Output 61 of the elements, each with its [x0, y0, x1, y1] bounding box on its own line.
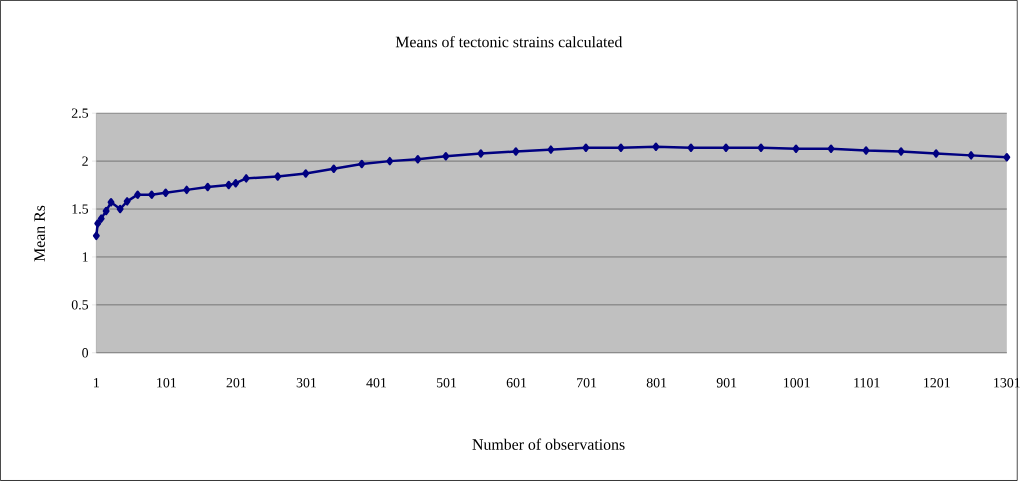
point: [932, 149, 940, 158]
x-tick-label: 601: [506, 378, 527, 388]
y-tick-label: 1.5: [72, 204, 89, 214]
point: [757, 143, 765, 152]
x-tick-label: 101: [157, 378, 176, 388]
y-tick-label: 0.5: [71, 300, 89, 310]
x-tick-label: 901: [716, 378, 737, 388]
x-axis-title: Number of observations: [472, 438, 625, 450]
point: [792, 144, 800, 153]
y-tick-label: 2.5: [71, 108, 89, 118]
point: [183, 185, 191, 195]
x-tick-label: 1: [94, 378, 99, 388]
point: [242, 174, 250, 183]
point: [123, 197, 131, 206]
point: [134, 190, 142, 199]
point: [302, 169, 310, 178]
x-tick-label: 201: [226, 378, 246, 388]
point: [442, 152, 450, 161]
point: [225, 180, 233, 190]
point: [92, 231, 100, 241]
chart-title: Means of tectonic strains calculated: [395, 36, 623, 48]
x-tick-label: 401: [366, 378, 387, 388]
point: [722, 143, 730, 152]
x-tick-label: 701: [577, 378, 597, 388]
x-tick-label: 1301: [994, 378, 1020, 388]
point: [358, 159, 366, 169]
x-tick-label: 1101: [854, 378, 880, 388]
point: [547, 145, 555, 154]
point: [582, 143, 590, 152]
x-tick-label: 301: [296, 378, 317, 388]
point: [414, 155, 422, 164]
point: [617, 143, 625, 152]
point: [862, 146, 870, 155]
point: [827, 144, 835, 153]
y-axis-title: Mean Rs: [34, 205, 45, 262]
point: [687, 143, 695, 152]
y-tick-label: 1: [82, 252, 88, 262]
point: [477, 149, 485, 158]
point: [148, 190, 156, 199]
point: [97, 214, 105, 223]
point: [652, 142, 660, 152]
point: [94, 219, 102, 228]
point: [386, 156, 394, 166]
x-tick-label: 1001: [784, 378, 810, 388]
point: [116, 204, 124, 214]
point: [204, 182, 212, 192]
y-tick-label: 0: [82, 348, 89, 358]
point: [102, 206, 110, 216]
y-tick-label: 2: [82, 156, 88, 166]
point: [330, 164, 338, 174]
x-tick-label: 501: [436, 378, 457, 388]
point: [1003, 153, 1011, 162]
point: [162, 188, 170, 197]
x-tick-label: 801: [646, 378, 667, 388]
point: [967, 151, 975, 160]
point: [274, 172, 282, 181]
point: [897, 147, 905, 156]
point: [232, 179, 240, 188]
x-tick-label: 1201: [924, 378, 950, 388]
point: [107, 198, 115, 207]
point: [512, 147, 520, 156]
